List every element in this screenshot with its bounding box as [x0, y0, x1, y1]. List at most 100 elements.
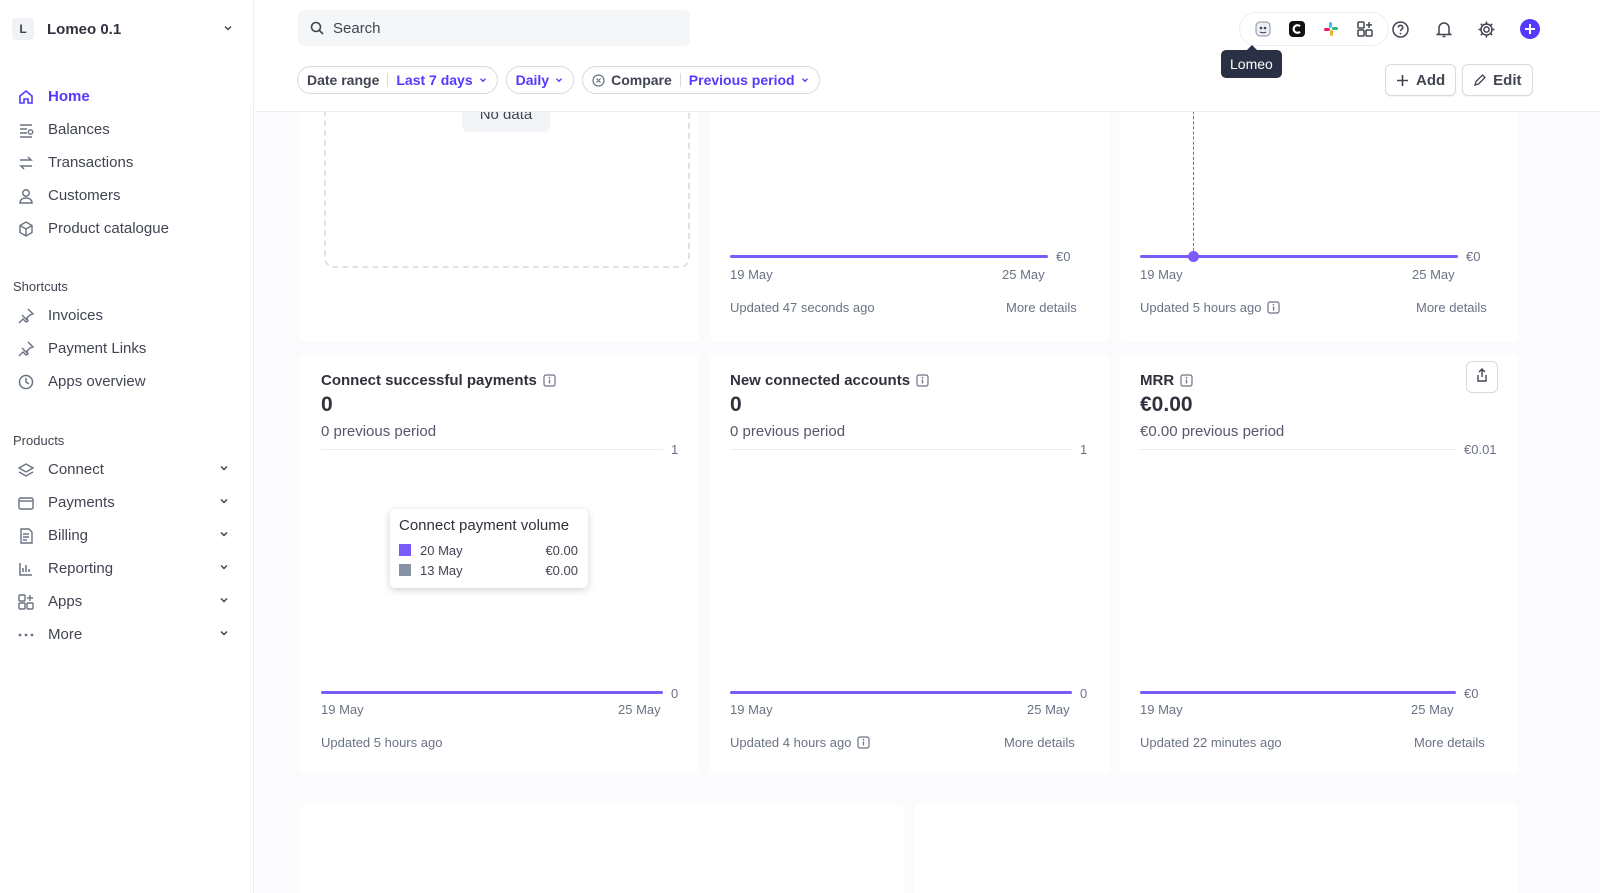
- sidebar-item-more[interactable]: More: [0, 618, 254, 651]
- system-icons: [1379, 12, 1551, 46]
- updated-timestamp: Updated 22 minutes ago: [1140, 735, 1282, 750]
- updated-timestamp: Updated 5 hours ago: [321, 735, 442, 750]
- sidebar-item-balances[interactable]: Balances: [0, 113, 254, 146]
- help-icon[interactable]: [1379, 14, 1422, 44]
- sidebar-item-reporting[interactable]: Reporting: [0, 552, 254, 585]
- sidebar-item-billing[interactable]: Billing: [0, 519, 254, 552]
- sidebar-item-home[interactable]: Home: [0, 80, 254, 113]
- interval-filter[interactable]: Daily: [505, 66, 575, 94]
- updated-text: Updated 5 hours ago: [321, 735, 443, 750]
- y-axis-tick: 0: [671, 686, 679, 701]
- chevron-down-icon: [218, 494, 230, 511]
- chevron-down-icon: [554, 75, 564, 85]
- info-icon[interactable]: [916, 374, 929, 387]
- top-card-3: €0 19 May 25 May Updated 5 hours ago Mor…: [1120, 96, 1519, 342]
- metric-value: €0.00: [1140, 393, 1193, 416]
- search-placeholder: Search: [333, 19, 381, 37]
- gear-icon[interactable]: [1465, 14, 1508, 44]
- sidebar-item-product-catalogue[interactable]: Product catalogue: [0, 212, 254, 245]
- card-title: Connect successful payments: [321, 372, 556, 389]
- edit-button[interactable]: Edit: [1462, 64, 1533, 96]
- sidebar-item-connect[interactable]: Connect: [0, 453, 254, 486]
- updated-text: Updated 22 minutes ago: [1140, 735, 1282, 750]
- date-range-filter[interactable]: Date range Last 7 days: [297, 66, 498, 94]
- more-details-link[interactable]: More details: [1006, 300, 1077, 315]
- c-app-icon[interactable]: [1280, 14, 1314, 44]
- payments-icon: [17, 494, 35, 512]
- search-input[interactable]: Search: [298, 10, 690, 46]
- x-axis-tick: 19 May: [321, 702, 364, 717]
- top-bar: Search Lomeo Date range Last 7 days Dail…: [255, 0, 1600, 112]
- sidebar-item-label: Invoices: [48, 307, 104, 324]
- lomeo-app-icon[interactable]: [1246, 14, 1280, 44]
- chevron-down-icon: [218, 527, 230, 544]
- customers-icon: [17, 187, 35, 205]
- account-switcher[interactable]: L Lomeo 0.1: [12, 14, 234, 44]
- dashboard-filters: Date range Last 7 days Daily Compare Pre…: [297, 66, 820, 94]
- shortcuts-nav: Invoices Payment Links Apps overview: [0, 299, 254, 398]
- sidebar-item-apps[interactable]: Apps: [0, 585, 254, 618]
- dashboard-actions: Add Edit: [1385, 64, 1533, 96]
- plus-icon: [1396, 74, 1409, 87]
- info-icon[interactable]: [1180, 374, 1193, 387]
- info-icon[interactable]: [543, 374, 556, 387]
- top-card-no-data: No data: [300, 96, 699, 342]
- x-axis-tick: 19 May: [730, 702, 773, 717]
- metric-value: 0: [730, 393, 742, 416]
- sidebar-item-label: More: [48, 626, 83, 643]
- y-axis-tick: 1: [1080, 442, 1088, 457]
- more-details-link[interactable]: More details: [1416, 300, 1487, 315]
- chevron-down-icon: [218, 593, 230, 610]
- sidebar-item-payment-links[interactable]: Payment Links: [0, 332, 254, 365]
- card-title-text: New connected accounts: [730, 372, 911, 389]
- apps-grid-icon[interactable]: [1348, 14, 1382, 44]
- sidebar-item-label: Connect: [48, 461, 104, 478]
- bell-icon[interactable]: [1422, 14, 1465, 44]
- export-button[interactable]: [1466, 361, 1498, 393]
- compare-label: Compare: [611, 72, 672, 88]
- clear-icon[interactable]: [592, 73, 605, 87]
- interval-value: Daily: [515, 72, 550, 88]
- x-axis-tick: 25 May: [618, 702, 661, 717]
- previous-period-value: 0 previous period: [730, 423, 846, 440]
- sidebar-item-apps-overview[interactable]: Apps overview: [0, 365, 254, 398]
- card-mrr: MRR €0.00 €0.00 previous period €0.01 €0…: [1120, 353, 1519, 775]
- create-plus-icon[interactable]: [1508, 14, 1551, 44]
- metric-value: 0: [321, 393, 333, 416]
- apps-icon: [17, 593, 35, 611]
- add-button-label: Add: [1416, 71, 1446, 89]
- sidebar-item-customers[interactable]: Customers: [0, 179, 254, 212]
- sidebar-item-transactions[interactable]: Transactions: [0, 146, 254, 179]
- sidebar-item-invoices[interactable]: Invoices: [0, 299, 254, 332]
- info-icon[interactable]: [857, 736, 871, 749]
- compare-value: Previous period: [688, 72, 795, 88]
- account-name: Lomeo 0.1: [47, 20, 122, 38]
- x-axis-tick: 25 May: [1412, 267, 1455, 282]
- x-axis-tick: 19 May: [1140, 267, 1183, 282]
- y-axis-tick: €0: [1466, 249, 1481, 264]
- chevron-down-icon: [222, 21, 234, 38]
- search-icon: [310, 21, 324, 35]
- card-title: New connected accounts: [730, 372, 929, 389]
- sidebar-item-label: Transactions: [48, 154, 134, 171]
- x-axis-tick: 19 May: [1140, 702, 1183, 717]
- compare-filter[interactable]: Compare Previous period: [582, 66, 820, 94]
- sidebar-item-payments[interactable]: Payments: [0, 486, 254, 519]
- chevron-down-icon: [218, 461, 230, 478]
- app-tooltip: Lomeo: [1221, 45, 1282, 78]
- chevron-down-icon: [800, 75, 810, 85]
- product-catalogue-icon: [17, 220, 35, 238]
- more-details-link[interactable]: More details: [1414, 735, 1485, 750]
- chart-hover-point: [1188, 251, 1199, 262]
- sidebar-item-label: Reporting: [48, 560, 114, 577]
- slack-app-icon[interactable]: [1314, 14, 1348, 44]
- previous-period-value: €0.00 previous period: [1140, 423, 1285, 440]
- sidebar-item-label: Billing: [48, 527, 89, 544]
- add-button[interactable]: Add: [1385, 64, 1457, 96]
- updated-text: Updated 4 hours ago: [730, 735, 852, 750]
- main-content: No data €0 19 May 25 May Updated 47 seco…: [255, 0, 1600, 893]
- info-icon[interactable]: [1267, 301, 1281, 314]
- card-title: MRR: [1140, 372, 1193, 389]
- more-details-link[interactable]: More details: [1004, 735, 1075, 750]
- date-range-label: Date range: [307, 72, 380, 88]
